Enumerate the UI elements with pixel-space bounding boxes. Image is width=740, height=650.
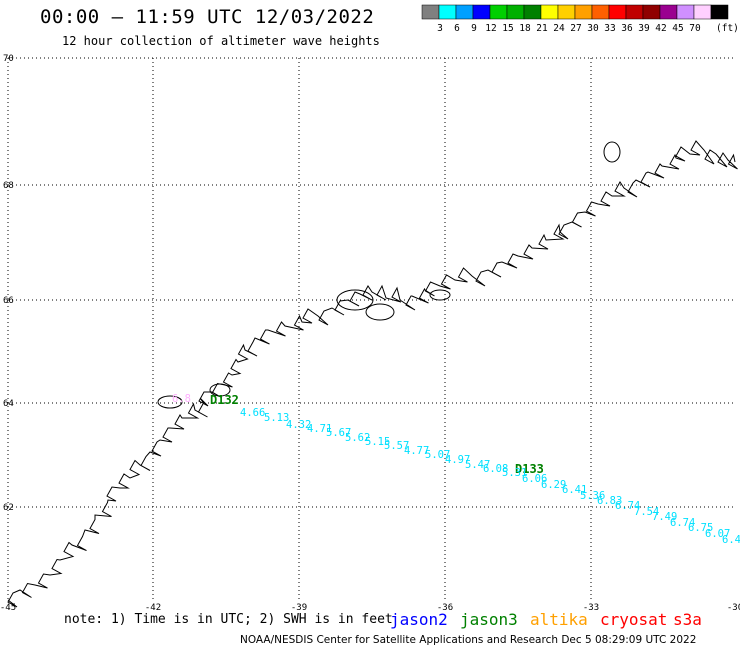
satellite-cryosat-label: cryosat: [600, 610, 668, 629]
wave-height-legend: 3 6 9 12 15 18 21 24 27 30 33 36 39 42 45 70 (ft): [421, 4, 739, 34]
island-outline: [429, 289, 451, 301]
legend-label: 30: [587, 23, 599, 34]
track-label: D133: [515, 462, 544, 476]
wave-height-value: 6.08: [483, 463, 508, 475]
wave-height-value: 6.06: [522, 473, 547, 485]
track-label: D132: [210, 393, 239, 407]
satellite-s3a-label: s3a: [673, 610, 702, 629]
wave-height-value: 4.97: [445, 454, 470, 466]
legend-label: 36: [621, 23, 633, 34]
legend-swatch: [710, 4, 729, 20]
island-outline: [365, 303, 395, 321]
legend-unit: (ft): [716, 23, 739, 34]
wave-height-value: 6.74: [615, 500, 640, 512]
legend-label: 27: [570, 23, 581, 34]
satellite-altika-label: altika: [530, 610, 588, 629]
lat-tick-label: 62: [3, 503, 14, 513]
lon-tick-label: -42: [145, 603, 161, 613]
legend-label: 70: [689, 23, 701, 34]
legend-label: 6: [454, 23, 460, 34]
legend-label: 18: [519, 23, 531, 34]
legend-label: 39: [638, 23, 650, 34]
lon-tick-label: -39: [291, 603, 307, 613]
wave-height-value: 5.13: [264, 412, 289, 424]
wave-height-value: 6.74: [670, 517, 695, 529]
legend-label: 12: [485, 23, 496, 34]
lon-tick-label: -36: [437, 603, 453, 613]
wave-height-value: 4.77: [404, 445, 429, 457]
wave-height-value: 6.8: [172, 393, 191, 405]
lat-tick-label: 68: [3, 181, 14, 191]
satellite-jason3-label: jason3: [460, 610, 518, 629]
wave-height-value: 5.67: [326, 427, 351, 439]
wave-height-value: 5.31: [502, 467, 527, 479]
credit-line: NOAA/NESDIS Center for Satellite Applica…: [240, 634, 697, 646]
satellite-jason2-label: jason2: [390, 610, 448, 629]
legend-label: 3: [437, 23, 443, 34]
lon-tick-label: -33: [583, 603, 599, 613]
wave-height-value: 6.07: [705, 528, 730, 540]
island-outline: [603, 141, 621, 163]
wave-height-value: 6.75: [688, 522, 713, 534]
wave-height-value: 4.71: [307, 423, 332, 435]
wave-height-value: 5.62: [345, 432, 370, 444]
wave-height-value: 5.47: [465, 459, 490, 471]
lon-tick-label: -45: [0, 603, 16, 613]
map-title: 00:00 – 11:59 UTC 12/03/2022: [40, 6, 375, 28]
island-outline: [157, 395, 183, 409]
wave-height-value: 5.07: [425, 449, 450, 461]
legend-label: 42: [655, 23, 666, 34]
coastline: [7, 140, 738, 608]
lat-tick-label: 64: [3, 399, 14, 409]
wave-height-value: 6.41: [562, 484, 587, 496]
island-outline: [336, 289, 374, 311]
wave-height-value: 7.54: [634, 506, 659, 518]
wave-height-value: 6.83: [597, 495, 622, 507]
lat-tick-label: 70: [3, 54, 14, 64]
legend-label: 9: [471, 23, 477, 34]
lat-tick-label: 66: [3, 296, 14, 306]
wave-height-value: 4.66: [240, 407, 265, 419]
wave-height-value: 7.49: [652, 511, 677, 523]
wave-height-value: 5.57: [384, 440, 409, 452]
legend-label: 33: [604, 23, 615, 34]
wave-height-value: 6.4: [722, 534, 740, 546]
legend-label: 24: [553, 23, 565, 34]
lon-tick-label: -30: [727, 603, 740, 613]
legend-label: 45: [672, 23, 683, 34]
wave-height-value: 5.15: [365, 436, 390, 448]
wave-height-value: 6.29: [541, 479, 566, 491]
wave-height-value: 4.32: [286, 419, 311, 431]
map-subtitle: 12 hour collection of altimeter wave hei…: [62, 34, 380, 48]
legend-label: 15: [502, 23, 513, 34]
legend-label: 21: [536, 23, 548, 34]
island-outline: [209, 383, 231, 397]
wave-height-value: 5.36: [580, 490, 605, 502]
footnote: note: 1) Time is in UTC; 2) SWH is in fe…: [64, 612, 393, 627]
